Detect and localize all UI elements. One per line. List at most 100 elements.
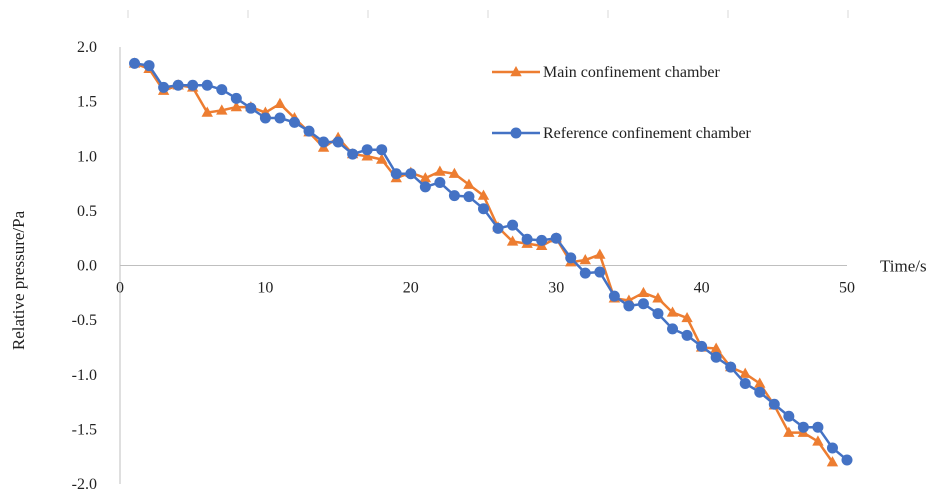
data-point-reference [187,79,199,91]
data-point-main [506,235,519,246]
data-point-main [201,106,213,117]
data-point-main [419,172,432,183]
y-tick-label: -2.0 [72,476,97,493]
data-point-reference [419,181,431,193]
data-point-main [579,254,591,265]
data-point-reference [405,168,417,180]
data-point-reference [565,252,577,264]
data-point-reference [768,398,780,410]
data-point-reference [288,116,300,128]
data-point-main [216,104,228,115]
data-point-reference [259,112,271,124]
data-point-reference [376,144,388,156]
data-point-main [463,178,475,189]
data-point-reference [507,219,519,231]
data-point-main [361,150,373,161]
y-tick-label: -1.0 [72,367,97,384]
data-point-reference [492,222,504,234]
data-point-reference [783,410,795,422]
data-point-reference [303,125,315,137]
data-point-reference [361,144,373,156]
series-layer [128,57,853,467]
data-point-main [652,292,664,303]
data-point-reference [347,148,359,160]
data-point-reference [652,308,664,320]
x-tick-label: 0 [116,280,124,297]
series-line-main [134,62,834,463]
data-point-reference [434,176,446,188]
legend-marker-main [510,66,522,77]
data-point-reference [637,298,649,310]
data-point-reference [739,377,751,389]
data-point-main [230,101,243,112]
data-point-main [434,165,446,176]
data-point-reference [216,84,228,96]
data-point-reference [579,267,591,279]
data-point-reference [245,102,257,114]
data-point-main [826,456,839,467]
data-point-reference [550,232,562,244]
data-point-reference [710,351,722,363]
data-point-reference [230,92,242,104]
x-tick-labels: 0 10 20 30 40 50 [116,280,855,297]
data-point-reference [812,421,824,433]
x-tick-label: 30 [548,280,564,297]
data-point-reference [841,454,853,466]
data-point-reference [172,79,184,91]
legend-marker-reference [510,127,522,139]
top-tick-marks [127,10,849,18]
data-point-reference [448,190,460,202]
data-point-reference [797,421,809,433]
data-point-reference [129,57,141,69]
data-point-reference [158,81,170,93]
data-point-reference [332,136,344,148]
data-point-main [783,426,795,437]
data-point-reference [754,386,766,398]
data-point-reference [390,168,402,180]
x-axis-title: Time/s [880,257,927,276]
legend: Main confinement chamber Reference confi… [492,64,752,142]
data-point-reference [696,340,708,352]
y-tick-label: 1.5 [77,94,97,111]
data-point-reference [143,60,155,72]
data-point-reference [667,323,679,335]
data-point-main [448,167,461,178]
axes [119,47,847,484]
y-tick-label: 1.0 [77,148,97,165]
x-tick-label: 50 [839,280,855,297]
data-point-reference [201,79,213,91]
data-point-main [274,97,286,109]
data-point-reference [681,329,693,341]
legend-label-main: Main confinement chamber [543,64,720,81]
data-point-reference [274,112,286,124]
y-tick-label: -1.5 [72,421,97,438]
data-point-reference [594,266,606,278]
data-point-reference [478,203,489,215]
data-point-reference [725,361,737,373]
legend-item-main: Main confinement chamber [492,64,720,81]
series-line-reference [134,62,848,461]
y-tick-label: 0.5 [77,203,97,220]
y-tick-label: 2.0 [77,39,97,56]
y-tick-label: -0.5 [72,312,97,329]
data-point-reference [521,233,533,245]
legend-item-reference: Reference confinement chamber [492,125,752,142]
data-point-reference [608,290,620,302]
data-point-main [681,311,693,323]
data-point-main [376,153,388,164]
data-point-main [666,306,679,317]
y-tick-labels: 2.0 1.5 1.0 0.5 0.0 -0.5 -1.0 -1.5 -2.0 [72,39,97,493]
data-point-main [477,189,490,200]
data-point-main [710,342,722,353]
data-point-main [754,377,766,388]
data-point-main [739,367,751,378]
x-tick-label: 10 [257,280,273,297]
legend-label-reference: Reference confinement chamber [543,125,752,142]
y-tick-label: 0.0 [77,258,97,275]
data-point-main [594,248,606,259]
data-point-reference [318,136,330,148]
x-tick-label: 20 [403,280,419,297]
data-point-main [812,435,824,446]
data-point-main [637,286,650,298]
